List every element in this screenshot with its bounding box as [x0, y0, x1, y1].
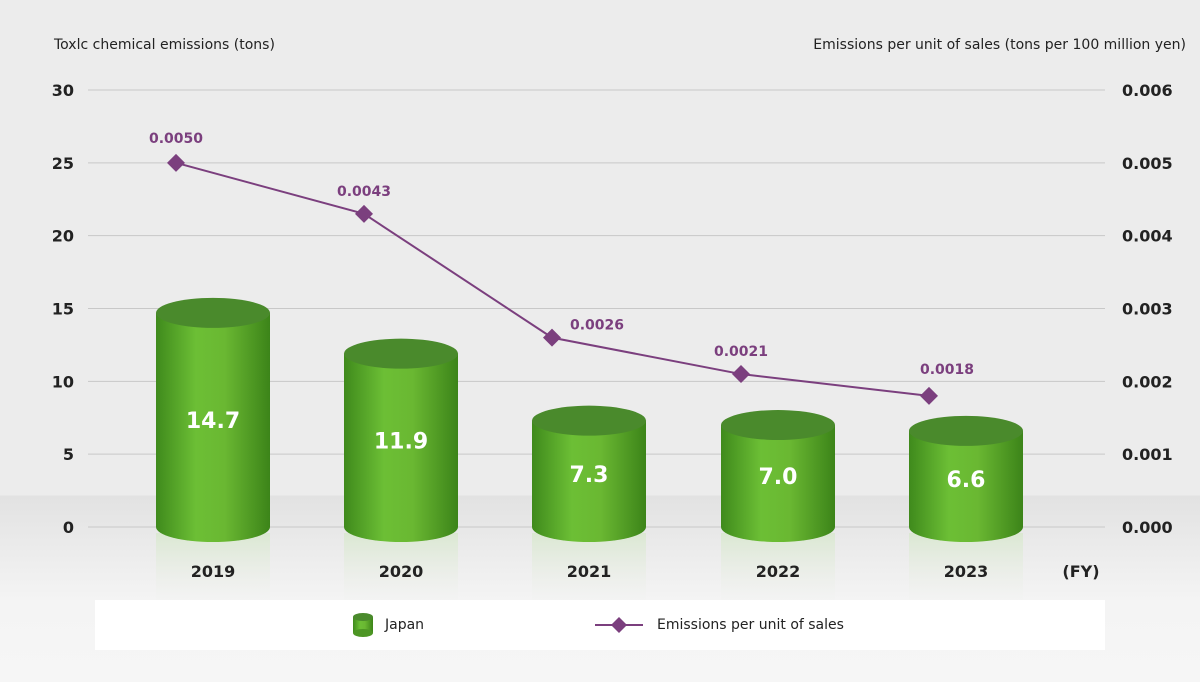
- y-left-tick-label: 0: [63, 518, 74, 537]
- y-left-tick-label: 5: [63, 445, 74, 464]
- legend-item-emissions: Emissions per unit of sales: [595, 600, 844, 650]
- y-right-tick-label: 0.005: [1122, 154, 1173, 173]
- legend-item-japan: Japan: [353, 600, 424, 650]
- bar-japan-2019: [156, 297, 270, 542]
- bar-value-label: 7.0: [759, 465, 798, 490]
- x-tick-label: 2021: [567, 562, 612, 581]
- legend: Japan Emissions per unit of sales: [95, 600, 1105, 650]
- bar-reflection: [344, 533, 458, 613]
- bar-reflection: [909, 533, 1023, 613]
- line-value-label: 0.0018: [920, 362, 974, 378]
- x-tick-label: 2019: [191, 562, 236, 581]
- bar-value-label: 7.3: [570, 463, 609, 488]
- bar-body: [909, 430, 1023, 542]
- line-point: [167, 153, 185, 172]
- x-tick-label: 2023: [944, 562, 989, 581]
- y-right-tick-label: 0.003: [1122, 300, 1173, 319]
- line-point: [732, 365, 750, 384]
- line-value-label: 0.0050: [149, 131, 203, 147]
- bar-japan-2020: [344, 338, 458, 542]
- bar-japan-2023: [909, 415, 1023, 542]
- y-right-axis-title: Emissions per unit of sales (tons per 10…: [813, 37, 1186, 53]
- bar-value-label: 11.9: [374, 429, 428, 454]
- y-left-tick-label: 20: [52, 227, 74, 246]
- legend-label-emissions: Emissions per unit of sales: [657, 617, 844, 633]
- legend-label-japan: Japan: [385, 617, 425, 633]
- y-left-tick-label: 30: [52, 81, 74, 100]
- y-left-tick-label: 10: [52, 372, 74, 391]
- line-point: [920, 386, 938, 405]
- y-left-axis-title: Toxlc chemical emissions (tons): [54, 37, 275, 53]
- y-left-tick-label: 25: [52, 154, 74, 173]
- y-right-tick-label: 0.002: [1122, 372, 1173, 391]
- x-tick-label: 2020: [379, 562, 424, 581]
- y-right-tick-label: 0.004: [1122, 227, 1173, 246]
- bar-reflection: [532, 533, 646, 613]
- y-right-tick-label: 0.006: [1122, 81, 1173, 100]
- bar-value-label: 14.7: [186, 409, 240, 434]
- bar-reflection: [721, 533, 835, 613]
- line-value-label: 0.0043: [337, 184, 391, 200]
- bar-japan-2022: [721, 410, 835, 542]
- bar-body: [344, 353, 458, 542]
- bar-body: [532, 420, 646, 542]
- cylinder-swatch-icon: [353, 613, 373, 637]
- y-left-tick-label: 15: [52, 300, 74, 319]
- line-point: [355, 204, 373, 223]
- bar-body: [721, 425, 835, 542]
- bar-top: [156, 297, 270, 328]
- bar-value-label: 6.6: [947, 468, 986, 493]
- line-value-label: 0.0021: [714, 344, 768, 360]
- x-tick-label: 2022: [756, 562, 801, 581]
- bar-body: [156, 312, 270, 542]
- line-emissions-per-unit: [175, 161, 930, 397]
- y-right-tick-label: 0.001: [1122, 445, 1173, 464]
- bar-top: [532, 405, 646, 436]
- bar-reflection: [156, 533, 270, 613]
- line-point: [543, 328, 561, 347]
- diamond-line-swatch-icon: [595, 617, 643, 633]
- bar-top: [344, 338, 458, 369]
- bar-top: [909, 415, 1023, 446]
- bar-japan-2021: [532, 405, 646, 542]
- bar-top: [721, 410, 835, 441]
- x-unit-label: (FY): [1062, 562, 1099, 581]
- y-right-tick-label: 0.000: [1122, 518, 1173, 537]
- line-value-label: 0.0026: [570, 318, 624, 334]
